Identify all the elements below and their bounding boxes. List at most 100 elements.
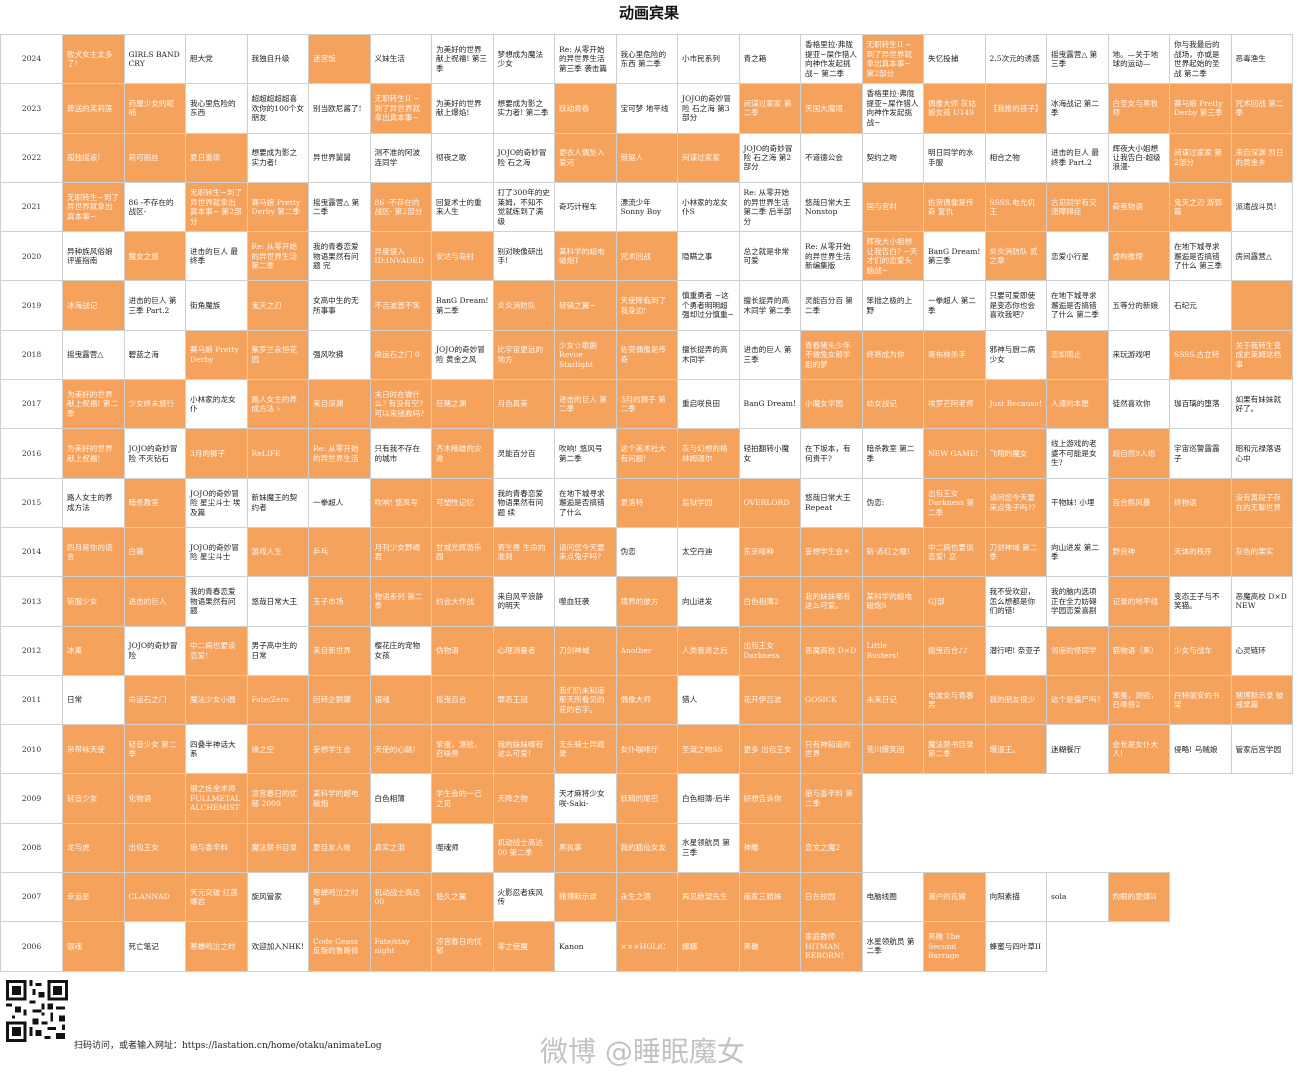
- anime-cell[interactable]: 只要可爱即使是变态你也会喜欢我吧?: [984, 280, 1047, 331]
- anime-cell[interactable]: 猫物语（黑）: [1107, 625, 1170, 676]
- anime-cell[interactable]: 末日时在做什么? 有没有空? 可以来拯救吗?: [369, 379, 432, 430]
- anime-cell[interactable]: 记录的地平线: [1107, 576, 1170, 627]
- anime-cell[interactable]: 少女与战车: [1169, 625, 1232, 676]
- anime-cell[interactable]: 迷糊餐厅: [1046, 724, 1109, 775]
- anime-cell[interactable]: 在下坂本，有何贵干?: [800, 428, 863, 479]
- anime-cell[interactable]: 虚构推理: [1107, 231, 1170, 282]
- anime-cell[interactable]: 樱花庄的宠物女孩: [369, 625, 432, 676]
- anime-cell[interactable]: 我的青春恋爱物语果然有问题: [185, 576, 248, 627]
- anime-cell[interactable]: 悠久之翼: [431, 872, 494, 923]
- anime-cell[interactable]: 人渣的本愿: [1046, 379, 1109, 430]
- anime-cell[interactable]: 别当欧尼酱了!: [308, 83, 371, 134]
- anime-cell[interactable]: OVERLORD: [738, 477, 801, 528]
- anime-cell[interactable]: 物语系列 第二季: [369, 576, 432, 627]
- anime-cell[interactable]: 我心里危险的东西 第二季: [615, 33, 678, 85]
- anime-cell[interactable]: 潜行吧! 奈亚子: [984, 625, 1047, 676]
- anime-cell[interactable]: 一拳超人 第二季: [923, 280, 986, 331]
- anime-cell[interactable]: 小林家的龙女仆: [185, 379, 248, 430]
- anime-cell[interactable]: 命运石之门: [123, 674, 186, 726]
- anime-cell[interactable]: 孤独摇滚!: [62, 132, 125, 183]
- anime-cell[interactable]: 漂流少年 Sonny Boy: [615, 181, 678, 233]
- anime-cell[interactable]: 龙与虎: [62, 822, 125, 874]
- anime-cell[interactable]: 魔法禁书目录: [246, 822, 309, 874]
- anime-cell[interactable]: SSSS.电光机王: [984, 181, 1047, 233]
- anime-cell[interactable]: 进击的巨人 最终季: [185, 231, 248, 282]
- anime-cell[interactable]: Little Busters!: [861, 625, 924, 676]
- anime-cell[interactable]: 伪恋: [615, 526, 678, 578]
- anime-cell[interactable]: 赛马娘 Pretty Derby: [185, 329, 248, 381]
- anime-cell[interactable]: 2.5次元的诱惑: [984, 33, 1047, 85]
- anime-cell[interactable]: 在地下城寻求邂逅是否搞错了什么 第二季: [1046, 280, 1109, 331]
- anime-cell[interactable]: 魔法禁书目录 第二季: [923, 724, 986, 775]
- anime-cell[interactable]: 罪恶王冠: [492, 674, 555, 726]
- anime-cell[interactable]: 请问您今天要来点兔子吗?: [554, 526, 617, 578]
- anime-cell[interactable]: 少女☆歌剧 Revue Starlight: [554, 329, 617, 381]
- anime-cell[interactable]: BanG Dream! 第二季: [431, 280, 494, 331]
- anime-cell[interactable]: 赛马娘 Pretty Derby 第三季: [1169, 83, 1232, 134]
- anime-cell[interactable]: 派遣战斗员!: [1230, 181, 1293, 233]
- anime-cell[interactable]: 火影忍者疾风传: [492, 872, 555, 923]
- anime-cell[interactable]: 灰与幻想的格林姆迦尔: [677, 428, 740, 479]
- anime-cell[interactable]: 灵能百分百: [492, 428, 555, 479]
- anime-cell[interactable]: 恋文之魔2: [800, 822, 863, 874]
- anime-cell[interactable]: 小林家的龙女仆S: [677, 181, 740, 233]
- anime-cell[interactable]: 偶像大师 灰姑娘女孩 U149: [923, 83, 986, 134]
- anime-cell[interactable]: 斩·赤红之瞳!: [861, 526, 924, 578]
- anime-cell[interactable]: 幼女战记: [861, 379, 924, 430]
- anime-cell[interactable]: 男子高中生的日常: [246, 625, 309, 676]
- anime-cell[interactable]: 心灵链环: [1230, 625, 1293, 676]
- anime-cell[interactable]: 化物语: [123, 773, 186, 824]
- anime-cell[interactable]: 辉夜大小姐想让我告白-超级浪漫-: [1107, 132, 1170, 183]
- anime-cell[interactable]: 噬血狂袭: [554, 576, 617, 627]
- anime-cell[interactable]: 别对映像研出手!: [492, 231, 555, 282]
- anime-cell[interactable]: 为美好的世界献上爆焰!: [431, 83, 494, 134]
- anime-cell[interactable]: 咒术回战: [615, 231, 678, 282]
- anime-cell[interactable]: 伪恋:: [861, 477, 924, 528]
- anime-cell[interactable]: JOJO的奇妙冒险 石之海 第3部分: [677, 83, 740, 134]
- anime-cell[interactable]: 进击的巨人 第二季: [554, 379, 617, 430]
- anime-cell[interactable]: 不道德公会: [800, 132, 863, 183]
- anime-cell[interactable]: 凉宫春日的忧郁 2009: [246, 773, 309, 824]
- anime-cell[interactable]: CLANNAD: [123, 872, 186, 923]
- anime-cell[interactable]: 寄生兽 生命的准则: [492, 526, 555, 578]
- anime-cell[interactable]: 乒乓: [308, 526, 371, 578]
- anime-cell[interactable]: 超超超超超喜欢你的100个女朋友: [246, 83, 309, 134]
- anime-cell[interactable]: 偶像大师: [615, 674, 678, 726]
- anime-cell[interactable]: 86 -不存在的战区-: [123, 181, 186, 233]
- anime-cell[interactable]: 监狱学园: [677, 477, 740, 528]
- anime-cell[interactable]: 黑礁 The Second Barrage: [923, 921, 986, 972]
- anime-cell[interactable]: 紫罗兰永恒花园: [246, 329, 309, 381]
- anime-cell[interactable]: JOJO的奇妙冒险 黄金之风: [431, 329, 494, 381]
- anime-cell[interactable]: 寒蝉鸣泣之时: [185, 921, 248, 972]
- anime-cell[interactable]: 葬送的芙莉莲: [62, 83, 125, 134]
- anime-cell[interactable]: 测不准的阿波连同学: [369, 132, 432, 183]
- anime-cell[interactable]: 某科学的超电磁炮T: [554, 231, 617, 282]
- anime-cell[interactable]: BanG Dream! 第三季: [923, 231, 986, 282]
- anime-cell[interactable]: 埃罗芒阿老师: [923, 379, 986, 430]
- anime-cell[interactable]: Re: 从零开始的异世界生活: [308, 428, 371, 479]
- anime-cell[interactable]: 甘城光辉游乐园: [431, 526, 494, 578]
- anime-cell[interactable]: 新妹魔王的契约者: [246, 477, 309, 528]
- anime-cell[interactable]: 宇宙巡警露露子: [1169, 428, 1232, 479]
- anime-cell[interactable]: 青之箱: [738, 33, 801, 85]
- anime-cell[interactable]: 魔法少女小圆: [185, 674, 248, 726]
- anime-cell[interactable]: 向山进发: [677, 576, 740, 627]
- anime-cell[interactable]: 奇蛋物语: [1107, 181, 1170, 233]
- anime-cell[interactable]: 寒蝉鸣泣之时解: [308, 872, 371, 923]
- anime-cell[interactable]: 我的妹妹哪有这么可爱!: [492, 724, 555, 775]
- anime-cell[interactable]: 摇曳百合♪♪: [923, 625, 986, 676]
- anime-cell[interactable]: 彻夜之歌: [431, 132, 494, 183]
- anime-cell[interactable]: 狂赌之渊: [431, 379, 494, 430]
- anime-cell[interactable]: 邪神与厨二病少女: [984, 329, 1047, 381]
- anime-cell[interactable]: 国与宫村: [861, 181, 924, 233]
- qr-code-icon[interactable]: [6, 980, 68, 1042]
- anime-cell[interactable]: ×××HOLiC: [615, 921, 678, 972]
- anime-cell[interactable]: 无职转生~到了异世界就拿出真本事~ 第2部分: [185, 181, 248, 233]
- anime-cell[interactable]: 如果有妹妹就好了。: [1230, 379, 1293, 430]
- anime-cell[interactable]: 月刊少女野崎君: [369, 526, 432, 578]
- anime-cell[interactable]: 齐木楠雄的灾难: [431, 428, 494, 479]
- anime-cell[interactable]: 来自深渊: [308, 379, 371, 430]
- anime-cell[interactable]: 失忆投捕: [923, 33, 986, 85]
- anime-cell[interactable]: 珈百璃的堕落: [1169, 379, 1232, 430]
- anime-cell[interactable]: 真实之泪: [369, 822, 432, 874]
